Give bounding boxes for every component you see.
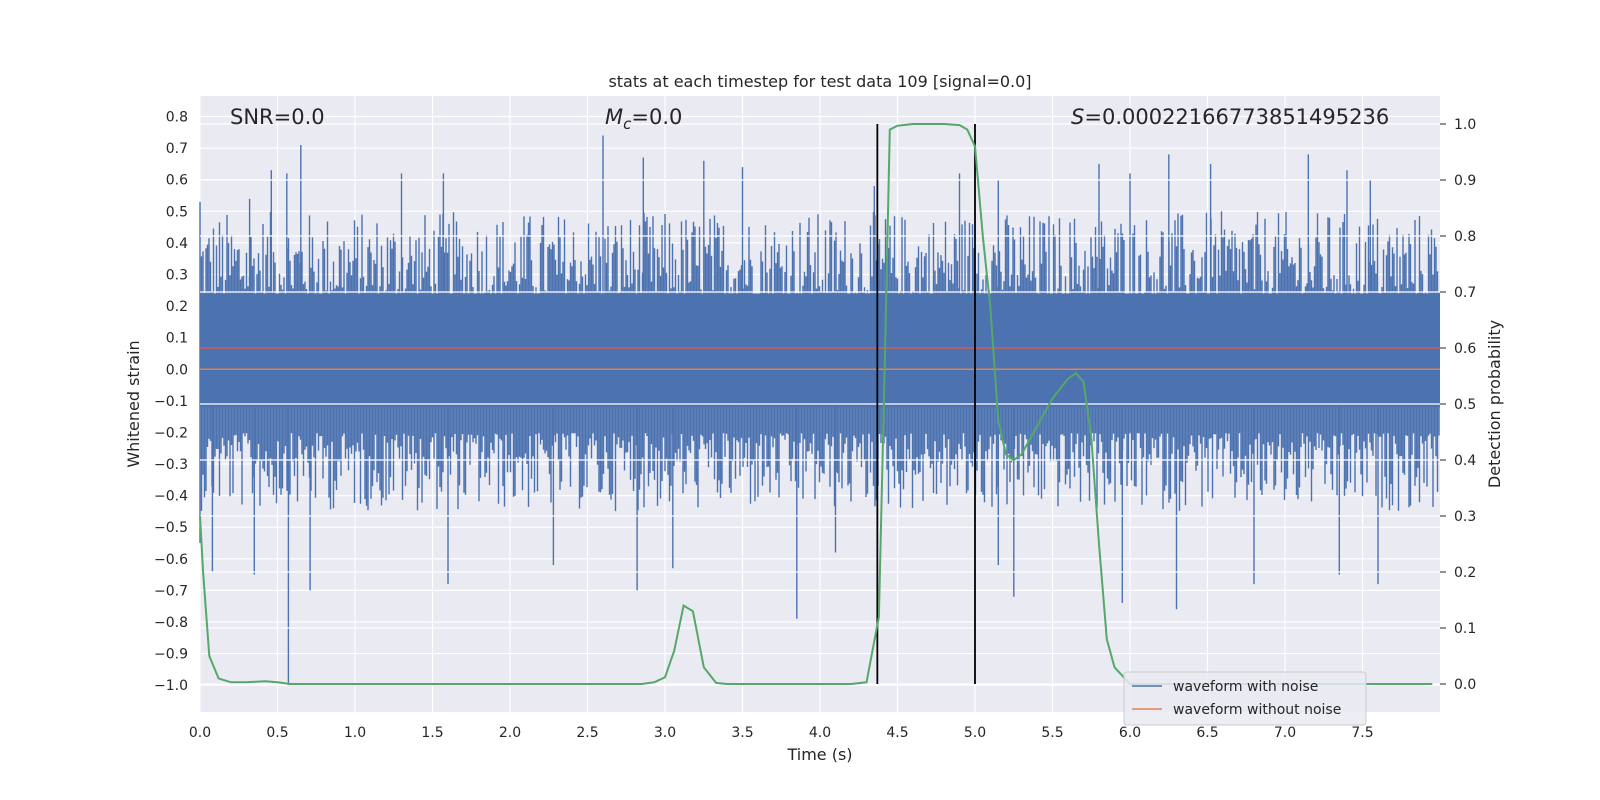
s-symbol: S bbox=[1071, 105, 1084, 129]
snr-annotation: SNR=0.0 bbox=[230, 105, 325, 129]
y-left-tick-label: −0.6 bbox=[154, 552, 188, 568]
y-right-tick-label: 0.2 bbox=[1454, 565, 1476, 581]
mc-value: 0.0 bbox=[649, 105, 682, 129]
x-axis-label: Time (s) bbox=[786, 745, 852, 764]
series-waveform-with-noise bbox=[199, 135, 1440, 686]
y-left-tick-label: −0.3 bbox=[154, 457, 188, 473]
x-tick-label: 5.5 bbox=[1041, 725, 1063, 741]
y-right-tick-label: 0.7 bbox=[1454, 285, 1476, 301]
y-left-tick-label: −1.0 bbox=[154, 678, 188, 694]
x-tick-label: 3.5 bbox=[731, 725, 753, 741]
chirp-mass-annotation: Mc=0.0 bbox=[605, 105, 682, 133]
x-tick-label: 1.5 bbox=[421, 725, 443, 741]
y-left-tick-label: 0.2 bbox=[166, 299, 188, 315]
snr-value: 0.0 bbox=[291, 105, 324, 129]
y-left-tick-label: 0.7 bbox=[166, 141, 188, 157]
x-tick-label: 0.5 bbox=[266, 725, 288, 741]
y-right-tick-label: 0.8 bbox=[1454, 229, 1476, 245]
y-right-tick-label: 0.4 bbox=[1454, 453, 1476, 469]
x-axis-ticks: 0.0 0.5 1.0 1.5 2.0 2.5 3.0 3.5 4.0 4.5 5.0 5.5 6.0 6… bbox=[189, 725, 1374, 741]
y-left-tick-label: 0.6 bbox=[166, 173, 188, 189]
y-left-tick-label: 0.1 bbox=[166, 331, 188, 347]
vertical-markers bbox=[876, 124, 976, 684]
y-left-tick-label: 0.3 bbox=[166, 267, 188, 283]
y-left-axis-label: Whitened strain bbox=[124, 340, 143, 467]
x-tick-label: 4.5 bbox=[886, 725, 908, 741]
y-left-tick-label: −0.7 bbox=[154, 583, 188, 599]
y-right-tick-label: 0.5 bbox=[1454, 397, 1476, 413]
x-tick-label: 2.5 bbox=[576, 725, 598, 741]
y-left-tick-label: 0.0 bbox=[166, 362, 188, 378]
series-detection-probability bbox=[199, 123, 1433, 685]
chart-title: stats at each timestep for test data 109… bbox=[608, 72, 1031, 91]
x-tick-label: 5.0 bbox=[964, 725, 986, 741]
x-tick-label: 6.0 bbox=[1119, 725, 1141, 741]
y-left-tick-label: −0.5 bbox=[154, 520, 188, 536]
y-left-tick-label: 0.5 bbox=[166, 204, 188, 220]
snr-name: SNR bbox=[230, 105, 274, 129]
y-right-axis-label: Detection probability bbox=[1485, 320, 1504, 488]
y-right-tick-label: 0.3 bbox=[1454, 509, 1476, 525]
legend-box bbox=[1123, 671, 1367, 726]
y-left-tick-label: −0.8 bbox=[154, 615, 188, 631]
y-left-tick-label: −0.9 bbox=[154, 647, 188, 663]
y-right-tick-label: 0.0 bbox=[1454, 677, 1476, 693]
y-right-tick-label: 0.1 bbox=[1454, 621, 1476, 637]
x-tick-label: 4.0 bbox=[809, 725, 831, 741]
legend: waveform with noise waveform without noi… bbox=[1123, 671, 1367, 726]
x-tick-label: 3.0 bbox=[654, 725, 676, 741]
x-tick-label: 1.0 bbox=[344, 725, 366, 741]
legend-label-noise: waveform with noise bbox=[1173, 679, 1318, 695]
y-right-axis-ticks: 1.0 0.9 0.8 0.7 0.6 0.5 0.4 0.3 0.2 0.1 0.0 bbox=[1440, 117, 1476, 693]
x-tick-label: 7.5 bbox=[1351, 725, 1373, 741]
y-right-tick-label: 1.0 bbox=[1454, 117, 1476, 133]
plot-area bbox=[199, 96, 1440, 712]
y-left-axis-ticks: 0.8 0.7 0.6 0.5 0.4 0.3 0.2 0.1 0.0 −0.1 −0.2 −0.3 −… bbox=[154, 110, 188, 695]
s-value: 0.00022166773851495236 bbox=[1102, 105, 1389, 129]
x-tick-label: 7.0 bbox=[1274, 725, 1296, 741]
x-tick-label: 2.0 bbox=[499, 725, 521, 741]
mc-subscript: c bbox=[623, 115, 632, 133]
mc-symbol: M bbox=[605, 105, 623, 129]
y-left-tick-label: −0.1 bbox=[154, 394, 188, 410]
y-left-tick-label: −0.4 bbox=[154, 489, 188, 505]
y-left-tick-label: 0.4 bbox=[166, 236, 188, 252]
y-right-tick-label: 0.6 bbox=[1454, 341, 1476, 357]
s-annotation: S=0.00022166773851495236 bbox=[1071, 105, 1389, 129]
x-tick-label: 6.5 bbox=[1196, 725, 1218, 741]
y-left-tick-label: 0.8 bbox=[166, 110, 188, 126]
y-left-tick-label: −0.2 bbox=[154, 425, 188, 441]
legend-label-clean: waveform without noise bbox=[1173, 702, 1341, 718]
x-tick-label: 0.0 bbox=[189, 725, 211, 741]
y-right-tick-label: 0.9 bbox=[1454, 173, 1476, 189]
